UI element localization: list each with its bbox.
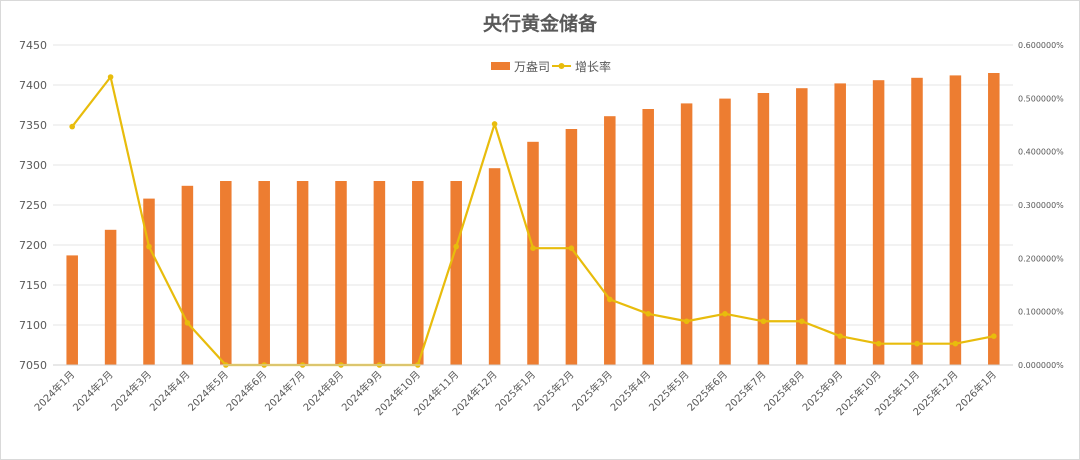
- y-tick-label: 7100: [19, 319, 47, 332]
- x-tick-label: 2026年1月: [953, 368, 999, 414]
- y-tick-label: 7050: [19, 359, 47, 372]
- bar: [450, 181, 462, 365]
- bar: [604, 116, 616, 365]
- legend-swatch-bar: [491, 62, 510, 70]
- x-tick-label: 2024年8月: [300, 368, 346, 414]
- bar: [335, 181, 347, 365]
- line-point: [607, 296, 613, 303]
- bar: [181, 185, 194, 365]
- bar: [220, 181, 232, 365]
- bar: [911, 77, 923, 366]
- x-tick-label: 2024年4月: [147, 368, 193, 414]
- line-point: [453, 243, 460, 250]
- line-point: [107, 74, 114, 80]
- bar: [757, 93, 770, 365]
- line-point: [991, 333, 997, 340]
- y-tick-label: 7300: [19, 159, 47, 172]
- x-tick-label: 2024年1月: [31, 368, 77, 414]
- bar: [949, 75, 962, 366]
- line-point: [683, 318, 690, 325]
- bar: [488, 168, 501, 365]
- line-point: [914, 340, 920, 347]
- line-point: [645, 311, 651, 317]
- x-tick-label: 2025年2月: [531, 368, 577, 414]
- bar: [719, 98, 731, 365]
- y-tick-label: 7250: [19, 199, 47, 212]
- x-tick-label: 2025年3月: [569, 368, 615, 414]
- y-tick-label: 7450: [19, 39, 47, 52]
- line-point: [568, 245, 575, 251]
- legend: 万盎司 增长率: [491, 59, 611, 74]
- legend-label-bar: 万盎司: [514, 60, 550, 74]
- line-point: [491, 121, 498, 127]
- y-axis-left: 7450 7400 7350 7300 7250 7200 7150 7100 7050: [19, 39, 47, 372]
- x-tick-label: 2024年3月: [108, 368, 154, 414]
- line-point: [530, 245, 536, 251]
- y2-tick-label: 0.300000%: [1018, 201, 1064, 210]
- x-tick-label: 2025年8月: [761, 368, 807, 414]
- y-tick-label: 7150: [19, 279, 47, 292]
- y-tick-label: 7350: [19, 119, 47, 132]
- line-point: [760, 318, 767, 325]
- bar: [143, 198, 155, 365]
- bar: [834, 83, 846, 366]
- bar: [642, 109, 654, 365]
- y-tick-label: 7200: [19, 239, 47, 252]
- bar: [680, 103, 693, 366]
- bar: [104, 229, 117, 365]
- y2-tick-label: 0.500000%: [1018, 94, 1064, 103]
- y-tick-label: 7400: [19, 79, 47, 92]
- bar: [527, 141, 539, 365]
- x-tick-label: 2024年6月: [223, 368, 269, 414]
- line-point: [952, 340, 959, 347]
- y2-tick-label: 0.600000%: [1018, 41, 1064, 50]
- y2-tick-label: 0.100000%: [1018, 308, 1064, 317]
- y2-tick-label: 0.400000%: [1018, 148, 1064, 157]
- x-tick-label: 2025年5月: [646, 368, 692, 414]
- x-tick-label: 2025年1月: [492, 368, 538, 414]
- x-tick-label: 2024年7月: [262, 368, 308, 414]
- bar: [66, 255, 78, 365]
- bar: [988, 73, 1000, 365]
- bar: [872, 80, 885, 365]
- line-point: [875, 340, 882, 347]
- y2-tick-label: 0.200000%: [1018, 254, 1064, 263]
- y-axis-right: 0.600000% 0.500000% 0.400000% 0.300000% 0.20…: [1018, 41, 1064, 370]
- bar: [296, 181, 309, 365]
- x-tick-label: 2025年7月: [723, 368, 769, 414]
- line-point: [799, 318, 805, 325]
- x-tick-label: 2025年6月: [684, 368, 730, 414]
- x-tick-label: 2025年4月: [607, 368, 653, 414]
- bar-series: [66, 73, 1000, 366]
- line-point: [146, 243, 152, 250]
- bar: [258, 181, 270, 365]
- bar: [373, 181, 386, 365]
- x-axis: 2024年1月2024年2月2024年3月2024年4月2024年5月2024年…: [31, 364, 1013, 418]
- bar: [796, 88, 808, 365]
- bar: [412, 181, 424, 365]
- x-tick-label: 2024年5月: [185, 368, 231, 414]
- chart-title: 央行黄金储备: [483, 12, 598, 35]
- y2-tick-label: 0.000000%: [1018, 361, 1064, 370]
- line-point: [837, 333, 843, 340]
- x-tick-label: 2024年2月: [70, 368, 116, 414]
- legend-swatch-marker: [558, 63, 565, 69]
- legend-label-line: 增长率: [575, 59, 611, 74]
- line-point: [184, 320, 191, 326]
- line-point: [722, 311, 728, 317]
- line-point: [69, 123, 75, 130]
